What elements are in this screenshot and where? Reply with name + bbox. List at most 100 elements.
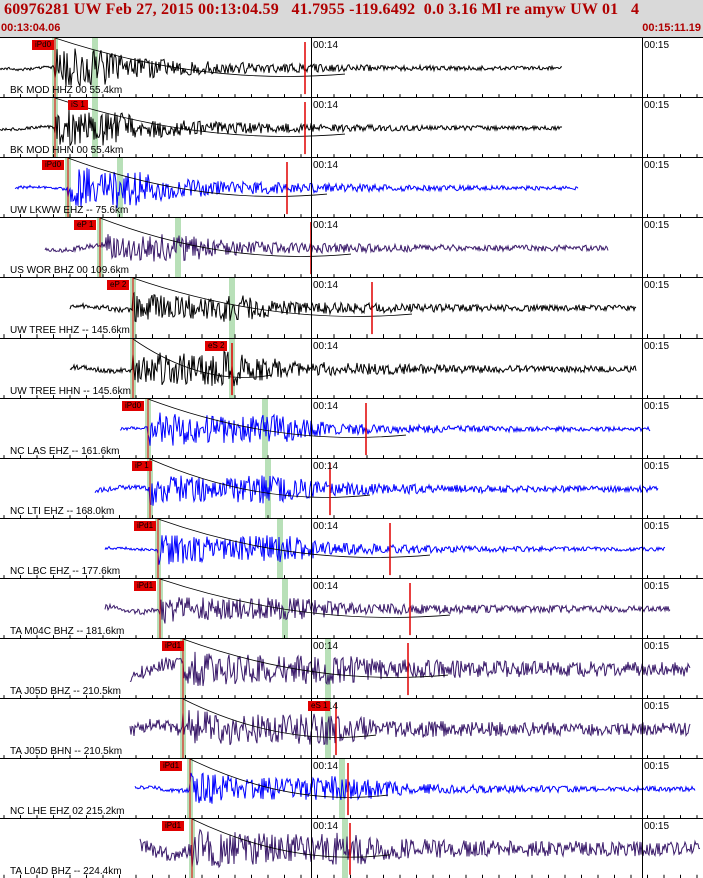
coda-curve [54, 38, 346, 77]
phase-pick-label[interactable]: eS 1 [308, 701, 331, 712]
seismic-trace [44, 234, 609, 262]
phase-pick-label[interactable]: eP 1 [74, 220, 97, 231]
minute-line [311, 38, 312, 99]
event-header: 60976281 UW Feb 27, 2015 00:13:04.59 41.… [0, 0, 703, 37]
time-label-0015: 00:15 [644, 761, 670, 773]
channel-panel[interactable]: 00:14 00:15 eS 2 UW TREE HHN -- 145.6km [0, 337, 703, 399]
minute-line [311, 759, 312, 820]
minute-line [311, 338, 312, 399]
channel-panel[interactable]: 00:14 00:15 iPd0 UW LKWW EHZ -- 75.6km [0, 157, 703, 219]
time-label-0015: 00:15 [644, 641, 670, 652]
channel-panel[interactable]: 00:14 00:15 iPd1 NC LBC EHZ -- 177.6km [0, 517, 703, 579]
coda-curve [54, 98, 346, 137]
seismic-trace [134, 772, 696, 804]
channel-label: NC LHE EHZ 02 215.2km [10, 806, 125, 818]
time-label-0015: 00:15 [644, 340, 670, 352]
time-label-0014: 00:14 [313, 40, 339, 51]
channel-panel[interactable]: 00:14 00:15 iPd1 NC LHE EHZ 02 215.2km [0, 758, 703, 820]
channel-label: BK MOD HHN 00 55.4km [10, 145, 124, 157]
start-time: 00:13:04.06 [1, 22, 61, 34]
time-label-0014: 00:14 [313, 821, 339, 833]
time-label-0015: 00:15 [644, 400, 670, 412]
seismic-trace [139, 829, 701, 869]
coda-curve [132, 278, 413, 318]
seismic-trace [0, 48, 563, 87]
minute-line [642, 699, 643, 760]
time-label-0015: 00:15 [644, 160, 670, 172]
phase-pick-label[interactable]: eS 2 [205, 340, 228, 351]
channel-panel[interactable]: 00:14 00:15 iPd1 TA L04D BHZ -- 224.4km [0, 818, 703, 878]
seismic-trace [0, 108, 563, 147]
waveform-plot [3, 819, 701, 878]
channel-panel[interactable]: 00:14 00:15 eP 1 US WOR BHZ 00 109.6km [0, 217, 703, 279]
phase-pick-label[interactable]: iPd1 [134, 580, 157, 591]
phase-pick-label[interactable]: iPd1 [162, 821, 185, 832]
minute-line [642, 578, 643, 639]
time-label-0015: 00:15 [644, 280, 670, 292]
time-label-0015: 00:15 [644, 520, 670, 532]
channel-panel[interactable]: 00:14 00:15 iPd0 NC LAS EHZ -- 161.6km [0, 397, 703, 459]
phase-marker [325, 639, 331, 700]
seismic-trace [104, 535, 666, 565]
coda-curve [147, 398, 407, 438]
coda-curve [182, 639, 449, 678]
seismic-trace [94, 475, 659, 506]
phase-pick-label[interactable]: iPd0 [122, 400, 145, 411]
time-label-0015: 00:15 [644, 821, 670, 833]
time-label-0014: 00:14 [313, 641, 339, 652]
minute-line [311, 158, 312, 219]
minute-line [642, 518, 643, 579]
channel-panel[interactable]: 00:14 00:15 iP 1 NC LTI EHZ -- 168.0km [0, 457, 703, 519]
coda-curve [149, 458, 371, 498]
seismic-trace [119, 412, 651, 446]
time-label-0015: 00:15 [644, 220, 670, 232]
channel-label: UW TREE HHN -- 145.6km [10, 385, 131, 397]
coda-curve [99, 218, 352, 258]
event-title: 60976281 UW Feb 27, 2015 00:13:04.59 41.… [4, 1, 640, 18]
channel-panel[interactable]: 00:14 00:15 iPd1 TA J05D BHZ -- 210.5km [0, 638, 703, 700]
phase-marker [277, 518, 283, 579]
channel-panel[interactable]: 00:14 00:15 eP 2 UW TREE HHZ -- 145.6km [0, 277, 703, 339]
time-label-0014: 00:14 [313, 280, 339, 292]
channel-label: TA J05D BHN -- 210.5km [10, 746, 123, 758]
minute-line [311, 639, 312, 700]
phase-pick-label[interactable]: iS 1 [68, 100, 88, 111]
phase-pick-label[interactable]: iPd1 [134, 520, 157, 531]
channel-panel[interactable]: 00:14 00:15 iS 1 BK MOD HHN 00 55.4km [0, 97, 703, 159]
seismic-trace [129, 710, 691, 746]
channel-label: BK MOD HHZ 00 55.4km [10, 85, 123, 97]
minute-line [642, 158, 643, 219]
phase-pick-label[interactable]: iPd1 [162, 641, 185, 651]
waveform-plot [3, 699, 698, 760]
channel-label: UW TREE HHZ -- 145.6km [10, 325, 130, 337]
waveform-plot [3, 458, 698, 519]
phase-pick-label[interactable]: iPd1 [160, 761, 183, 772]
waveform-plot [3, 338, 698, 399]
phase-pick-label[interactable]: eP 2 [107, 280, 130, 291]
coda-curve [189, 759, 389, 799]
channel-panel[interactable]: 00:14 00:15 iPd1 TA M04C BHZ -- 181.6km [0, 577, 703, 639]
minute-line [311, 518, 312, 579]
time-label-0014: 00:14 [313, 580, 339, 592]
phase-pick-label[interactable]: iPd0 [42, 160, 65, 171]
minute-line [311, 218, 312, 279]
minute-line [311, 458, 312, 519]
channel-label: UW LKWW EHZ -- 75.6km [10, 205, 129, 217]
phase-pick-label[interactable]: iPd0 [32, 40, 55, 50]
coda-curve [191, 819, 391, 858]
minute-line [311, 578, 312, 639]
minute-line [311, 98, 312, 159]
phase-pick-label[interactable]: iP 1 [132, 460, 152, 471]
minute-line [642, 338, 643, 399]
seismic-trace [14, 168, 579, 209]
minute-line [642, 218, 643, 279]
time-label-0014: 00:14 [313, 100, 339, 112]
time-label-0015: 00:15 [644, 580, 670, 592]
channel-panel[interactable]: 00:14 00:15 iPd0 BK MOD HHZ 00 55.4km [0, 37, 703, 99]
seismic-trace [104, 597, 671, 624]
channel-label: NC LAS EHZ -- 161.6km [10, 445, 120, 457]
phase-marker [175, 218, 181, 279]
time-label-0014: 00:14 [313, 340, 339, 352]
waveform-plot [3, 278, 698, 339]
